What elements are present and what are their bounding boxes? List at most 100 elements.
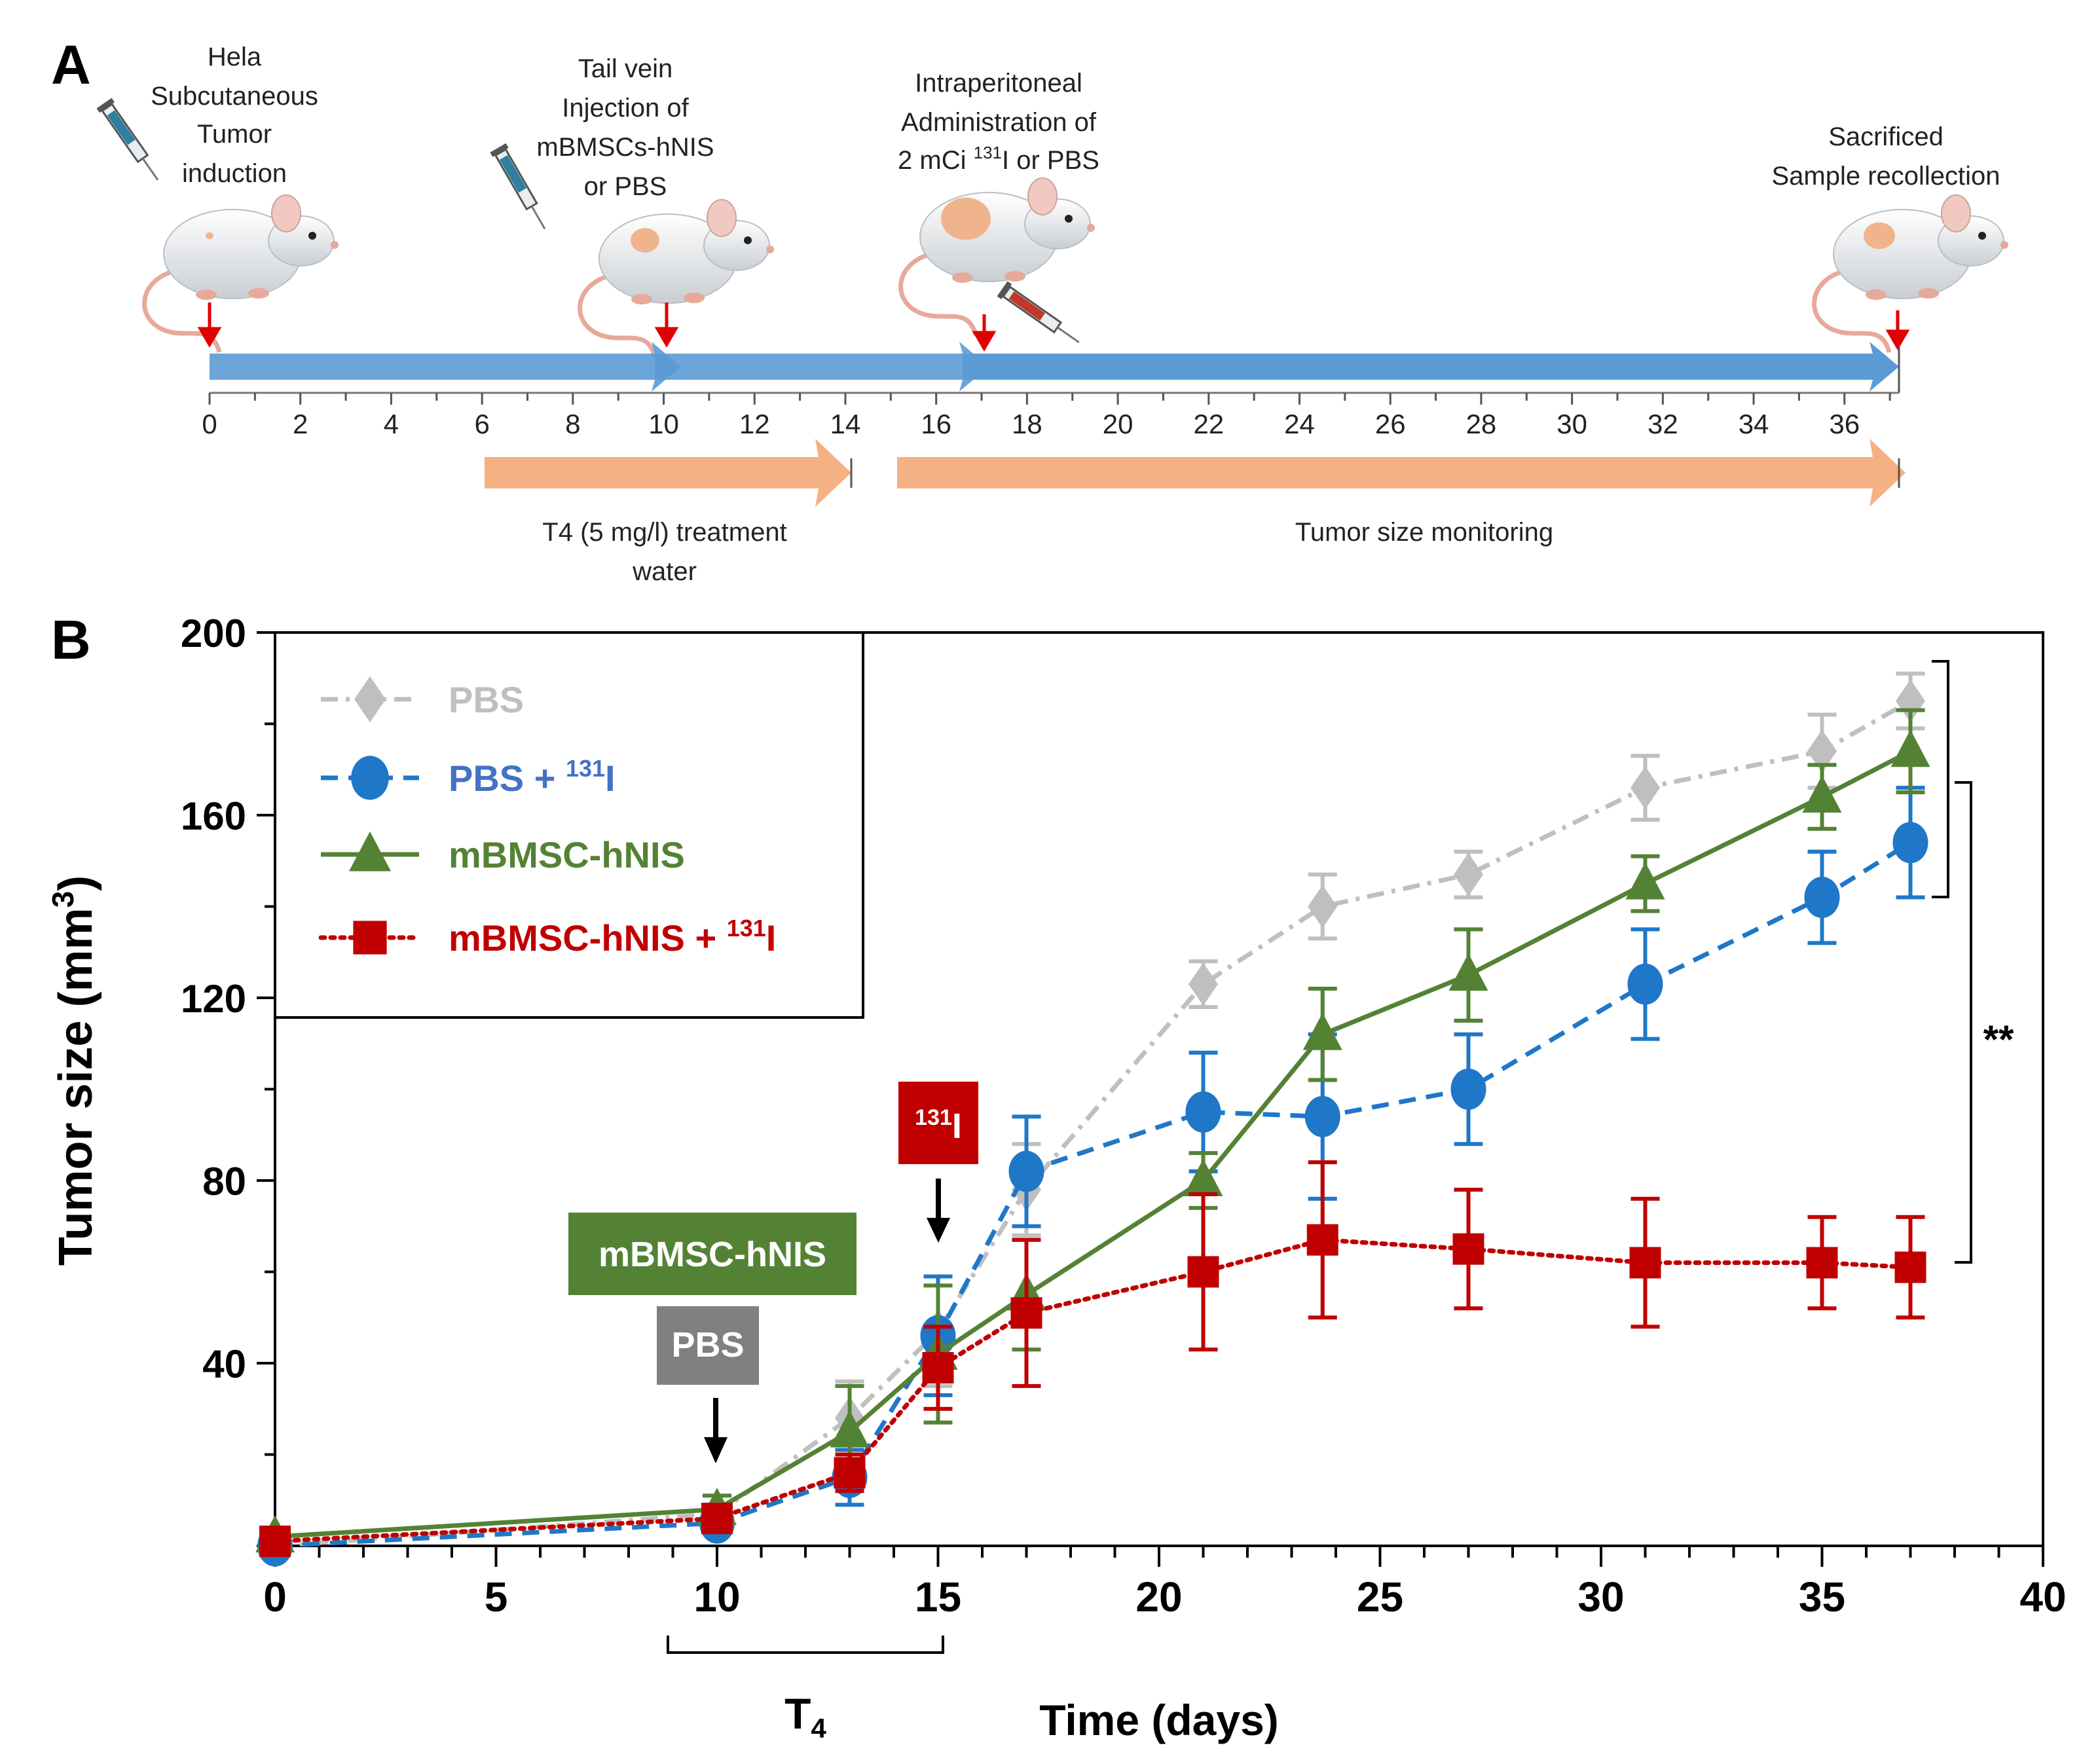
tumor-spot <box>631 228 659 253</box>
data-point <box>1454 852 1483 896</box>
x-tick-label: 0 <box>263 1573 287 1621</box>
data-point <box>1185 1091 1221 1133</box>
data-point <box>1625 862 1665 900</box>
data-point <box>1630 766 1660 810</box>
syringe-icon <box>490 143 546 230</box>
data-point <box>1304 1095 1340 1137</box>
legend-entry-1: PBS + 131I <box>321 755 616 800</box>
panel-b-label: B <box>51 609 91 670</box>
t4-bracket: T4 <box>667 1636 944 1744</box>
y-axis-label: Tumor size (mm3) <box>46 875 102 1266</box>
syringe-icon <box>997 281 1080 344</box>
legend-label: PBS <box>449 679 524 720</box>
mouse-tail <box>898 251 978 336</box>
legend-label: mBMSC-hNIS <box>449 834 685 875</box>
significance-stars: ** <box>1983 1017 2014 1061</box>
data-point <box>1807 729 1837 773</box>
timeline-tick-label: 18 <box>1012 409 1042 439</box>
legend-marker <box>353 921 387 955</box>
phase-labels: T4 (5 mg/l) treatment water Tumor size m… <box>542 518 1553 586</box>
mouse-nose <box>331 241 339 249</box>
data-point <box>1183 1159 1223 1196</box>
mouse-foot <box>1866 289 1887 300</box>
x-tick-label: 15 <box>915 1573 961 1621</box>
data-point <box>922 1351 954 1383</box>
panel-b: B Tumor size (mm3) Time (days) 0 5 10 15 20 2… <box>46 609 2067 1744</box>
x-tick-label: 30 <box>1577 1573 1624 1621</box>
tumor-spot <box>206 232 213 240</box>
mouse-eye <box>1065 215 1073 223</box>
event-tumor-line4: induction <box>182 159 287 188</box>
data-point <box>1450 1069 1486 1110</box>
bracket-upper <box>1932 660 1949 898</box>
data-point <box>1188 962 1218 1006</box>
data-point <box>830 1410 870 1448</box>
data-point <box>1804 877 1840 919</box>
y-tick-label: 160 <box>181 794 246 838</box>
event-injection: Tail vein Injection of mBMSCs-hNIS or PB… <box>536 54 714 201</box>
event-administration: Intraperitoneal Administration of 2 mCi … <box>898 69 1099 175</box>
event-markers <box>197 302 1910 352</box>
annotation-pbs-text: PBS <box>671 1325 744 1364</box>
timeline-tick-label: 36 <box>1829 409 1860 439</box>
event-injection-line2: Injection of <box>562 94 689 122</box>
timeline-tick-label: 22 <box>1193 409 1224 439</box>
event-sacrifice: Sacrificed Sample recollection <box>1771 122 2000 191</box>
event-sacrifice-line1: Sacrificed <box>1828 122 1943 151</box>
monitor-label: Tumor size monitoring <box>1295 518 1553 547</box>
mouse-foot <box>1918 288 1939 299</box>
syringe-icons <box>96 98 1080 344</box>
mouse-eye <box>1978 232 1986 240</box>
data-point <box>1894 1251 1926 1283</box>
data-point <box>1806 1247 1838 1279</box>
timeline-tick-label: 10 <box>648 409 679 439</box>
annotation-pbs-box <box>657 1306 759 1385</box>
tumor-spot <box>941 197 991 240</box>
x-tick-label: 35 <box>1799 1573 1845 1621</box>
t4-label-line2: water <box>632 557 697 586</box>
timeline-tick-label: 34 <box>1739 409 1769 439</box>
annotation-pbs: PBS <box>657 1306 759 1463</box>
event-tumor-line2: Subcutaneous <box>151 82 318 111</box>
y-tick-label: 40 <box>202 1342 246 1386</box>
mouse-icon <box>142 194 339 353</box>
timeline-tick-label: 32 <box>1648 409 1678 439</box>
t4-bracket-line <box>667 1636 944 1654</box>
data-point <box>1627 963 1663 1005</box>
legend-entry-3: mBMSC-hNIS + 131I <box>318 915 776 959</box>
x-tick-label: 20 <box>1135 1573 1182 1621</box>
mouse-icon <box>1812 194 2008 353</box>
event-injection-line4: or PBS <box>584 172 667 201</box>
x-tick-label: 40 <box>2019 1573 2066 1621</box>
data-point <box>1892 822 1928 864</box>
data-point <box>1302 1012 1342 1050</box>
legend-marker <box>354 676 386 723</box>
timeline-tick-label: 26 <box>1375 409 1406 439</box>
monitoring-arrow <box>897 439 1906 507</box>
timeline-tick-label: 14 <box>830 409 861 439</box>
mouse-nose <box>2000 241 2008 249</box>
timeline-tick-label: 4 <box>384 409 399 439</box>
mouse-foot <box>196 289 217 300</box>
series-line <box>274 840 1912 1548</box>
event-admin-line3: 2 mCi 131I or PBS <box>898 143 1099 175</box>
timeline-tick-label: 2 <box>293 409 308 439</box>
y-tick-label: 80 <box>202 1160 246 1203</box>
x-tick-label: 10 <box>693 1573 740 1621</box>
legend-marker <box>349 831 391 871</box>
mouse-eye <box>744 236 752 244</box>
annotation-131i-arrowhead <box>927 1218 950 1243</box>
timeline-tick-label: 8 <box>565 409 580 439</box>
mouse-icon <box>578 199 774 357</box>
event-admin-line2: Administration of <box>901 108 1097 137</box>
mouse-ear <box>1027 177 1058 215</box>
marker-day0 <box>197 302 222 348</box>
data-point <box>1187 1256 1219 1288</box>
timeline-tick-label: 20 <box>1103 409 1133 439</box>
data-point <box>1890 729 1930 767</box>
timeline-axis: 0 2 4 6 8 10 12 14 16 18 20 22 24 26 28 30 32 34 36 <box>202 392 1899 439</box>
timeline-tick-label: 28 <box>1466 409 1497 439</box>
data-point <box>701 1503 733 1535</box>
data-point <box>1452 1233 1484 1265</box>
